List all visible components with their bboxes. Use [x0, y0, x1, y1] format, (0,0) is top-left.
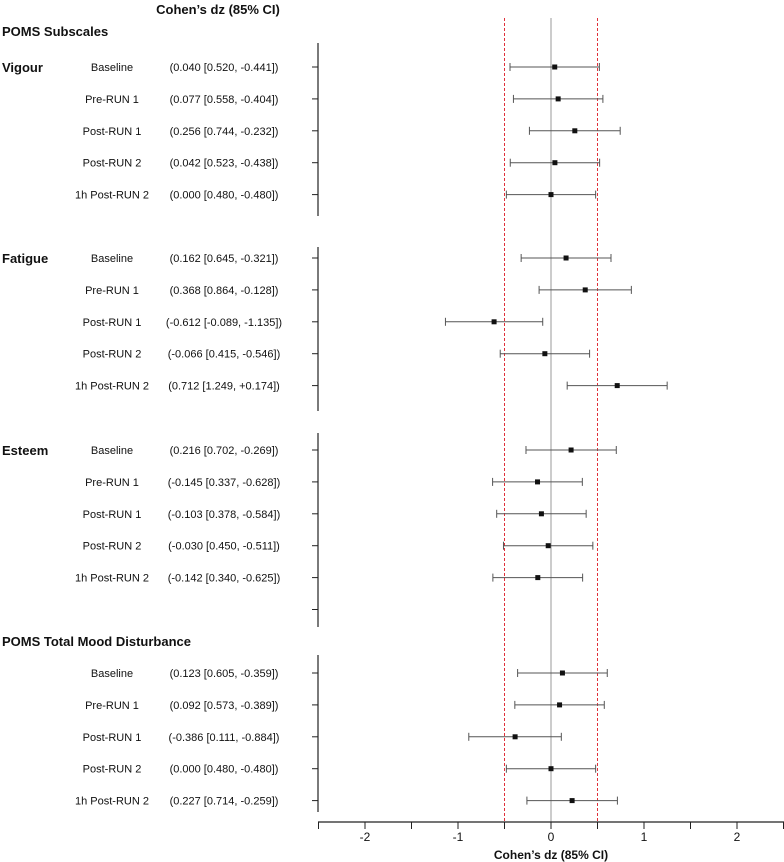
row-ci-text: (0.227 [0.714, -0.259]) [170, 796, 279, 808]
row-label: Baseline [91, 668, 133, 680]
x-tick-label: 1 [641, 830, 648, 844]
row-ci-text: (0.256 [0.744, -0.232]) [170, 126, 279, 138]
estimate-point [542, 351, 548, 357]
estimate-point [491, 319, 497, 325]
row-label: 1h Post-RUN 2 [75, 796, 149, 808]
row-label: Baseline [91, 62, 133, 74]
estimate-point [538, 511, 544, 517]
row-label: 1h Post-RUN 2 [75, 573, 149, 585]
estimate-point [568, 447, 574, 453]
row-label: Post-RUN 2 [83, 158, 142, 170]
row-ci-text: (0.216 [0.702, -0.269]) [170, 445, 279, 457]
row-label: Baseline [91, 253, 133, 265]
row-label: Post-RUN 1 [83, 509, 142, 521]
row-ci-text: (0.000 [0.480, -0.480]) [170, 764, 279, 776]
row-ci-text: (0.162 [0.645, -0.321]) [170, 253, 279, 265]
row-ci-text: (0.712 [1.249, +0.174]) [168, 381, 280, 393]
estimate-point [614, 383, 620, 389]
estimate-point [535, 479, 541, 485]
row-label: 1h Post-RUN 2 [75, 381, 149, 393]
row-ci-text: (0.000 [0.480, -0.480]) [170, 190, 279, 202]
top-title: Cohen’s dz (85% CI) [156, 2, 280, 17]
row-label: Pre-RUN 1 [85, 94, 139, 106]
row-ci-text: (-0.066 [0.415, -0.546]) [168, 349, 281, 361]
group-title: Fatigue [2, 251, 48, 266]
row-label: Post-RUN 1 [83, 126, 142, 138]
estimate-point [557, 702, 563, 708]
row-ci-text: (0.042 [0.523, -0.438]) [170, 158, 279, 170]
row-label: Pre-RUN 1 [85, 700, 139, 712]
estimate-point [552, 64, 558, 70]
row-ci-text: (-0.030 [0.450, -0.511]) [168, 541, 280, 553]
x-tick-label: 0 [548, 830, 555, 844]
row-ci-text: (-0.103 [0.378, -0.584]) [168, 509, 281, 521]
row-label: 1h Post-RUN 2 [75, 190, 149, 202]
row-label: Post-RUN 2 [83, 764, 142, 776]
row-label: Post-RUN 2 [83, 349, 142, 361]
row-ci-text: (0.368 [0.864, -0.128]) [170, 285, 279, 297]
row-ci-text: (0.077 [0.558, -0.404]) [170, 94, 279, 106]
x-tick-label: -1 [453, 830, 464, 844]
row-ci-text: (-0.142 [0.340, -0.625]) [168, 573, 281, 585]
section-title: POMS Total Mood Disturbance [2, 634, 191, 649]
estimate-point [535, 575, 541, 581]
row-ci-text: (-0.145 [0.337, -0.628]) [168, 477, 281, 489]
x-tick-label: 2 [734, 830, 741, 844]
estimate-point [572, 128, 578, 134]
estimate-point [555, 96, 561, 102]
group-title: Vigour [2, 60, 43, 75]
row-ci-text: (0.092 [0.573, -0.389]) [170, 700, 279, 712]
row-ci-text: (-0.386 [0.111, -0.884]) [169, 732, 280, 744]
x-tick-label: -2 [360, 830, 371, 844]
estimate-point [569, 798, 575, 804]
estimate-point [559, 670, 565, 676]
row-label: Post-RUN 1 [83, 732, 142, 744]
x-axis-label: Cohen’s dz (85% CI) [494, 848, 608, 862]
estimate-point [548, 766, 554, 772]
row-label: Post-RUN 1 [83, 317, 142, 329]
estimate-point [582, 287, 588, 293]
row-label: Baseline [91, 445, 133, 457]
estimate-point [512, 734, 518, 740]
row-label: Pre-RUN 1 [85, 477, 139, 489]
row-ci-text: (0.040 [0.520, -0.441]) [170, 62, 279, 74]
estimate-point [548, 192, 554, 198]
row-label: Pre-RUN 1 [85, 285, 139, 297]
estimate-point [552, 160, 558, 166]
row-ci-text: (-0.612 [-0.089, -1.135]) [166, 317, 282, 329]
row-ci-text: (0.123 [0.605, -0.359]) [170, 668, 279, 680]
row-label: Post-RUN 2 [83, 541, 142, 553]
estimate-point [545, 543, 551, 549]
group-title: Esteem [2, 443, 48, 458]
section-title: POMS Subscales [2, 24, 108, 39]
estimate-point [563, 255, 569, 261]
